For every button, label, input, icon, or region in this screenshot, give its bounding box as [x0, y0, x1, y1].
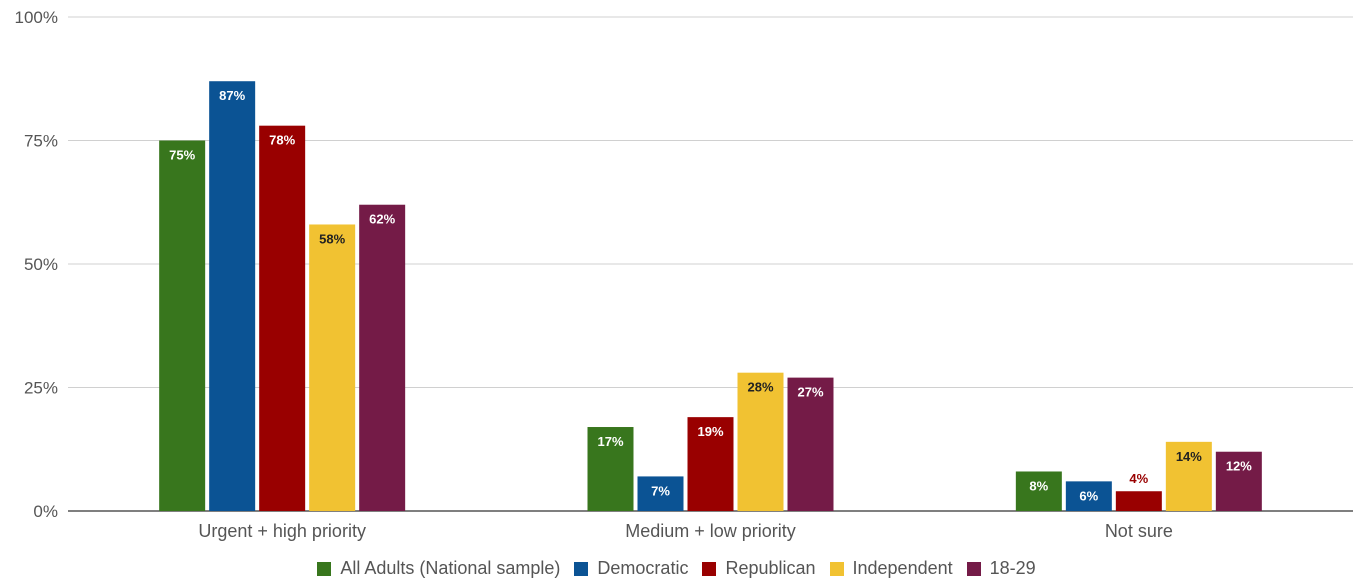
- data-label: 7%: [651, 483, 670, 498]
- legend-item: All Adults (National sample): [317, 558, 560, 579]
- bar: [209, 81, 256, 511]
- data-label: 75%: [169, 148, 195, 163]
- bar: [1065, 481, 1112, 511]
- category-label: Urgent + high priority: [198, 521, 366, 541]
- legend-label: All Adults (National sample): [340, 558, 561, 578]
- legend-swatch: [574, 561, 589, 576]
- bar-chart: 0% 25% 50% 75% 100% 75% 87% 78% 58% 62% Urgent + h…: [15, 8, 1353, 541]
- y-tick-label: 75%: [24, 132, 58, 151]
- data-label: 87%: [219, 88, 245, 103]
- data-label: 8%: [1029, 478, 1048, 493]
- bar: [259, 125, 306, 512]
- legend-label: Democratic: [597, 558, 689, 578]
- category-label: Medium + low priority: [625, 521, 796, 541]
- bar: [1165, 441, 1212, 511]
- data-label: 58%: [319, 231, 345, 246]
- legend: All Adults (National sample) Democratic Re…: [0, 558, 1353, 579]
- legend-swatch: [317, 561, 332, 576]
- bar: [687, 417, 734, 511]
- y-tick-label: 100%: [15, 8, 58, 27]
- category-label: Not sure: [1105, 521, 1173, 541]
- data-label: 12%: [1226, 459, 1252, 474]
- data-label: 62%: [369, 212, 395, 227]
- y-tick-label: 25%: [24, 379, 58, 398]
- legend-swatch: [702, 561, 717, 576]
- y-tick-label: 50%: [24, 255, 58, 274]
- legend-label: Republican: [725, 558, 816, 578]
- data-label: 28%: [747, 380, 773, 395]
- bar: [1115, 491, 1162, 511]
- y-tick-label: 0%: [33, 502, 58, 521]
- legend-swatch: [829, 561, 844, 576]
- legend-item: Republican: [702, 558, 816, 579]
- bar: [587, 427, 634, 511]
- data-label: 6%: [1079, 488, 1098, 503]
- bar: [309, 224, 356, 512]
- bar: [637, 476, 684, 511]
- legend-swatch: [966, 561, 981, 576]
- bar: [359, 204, 406, 511]
- data-label: 14%: [1176, 449, 1202, 464]
- data-label: 4%: [1129, 471, 1148, 486]
- legend-item: Independent: [829, 558, 953, 579]
- bar: [787, 377, 834, 511]
- bar: [737, 372, 784, 511]
- data-label: 27%: [797, 385, 823, 400]
- data-label: 17%: [597, 434, 623, 449]
- bar: [1015, 471, 1062, 511]
- legend-item: Democratic: [574, 558, 688, 579]
- data-label: 19%: [697, 424, 723, 439]
- bar: [1215, 451, 1262, 511]
- data-label: 78%: [269, 133, 295, 148]
- legend-label: Independent: [852, 558, 953, 578]
- legend-item: 18-29: [966, 558, 1036, 579]
- legend-label: 18-29: [989, 558, 1036, 578]
- bar: [159, 140, 206, 511]
